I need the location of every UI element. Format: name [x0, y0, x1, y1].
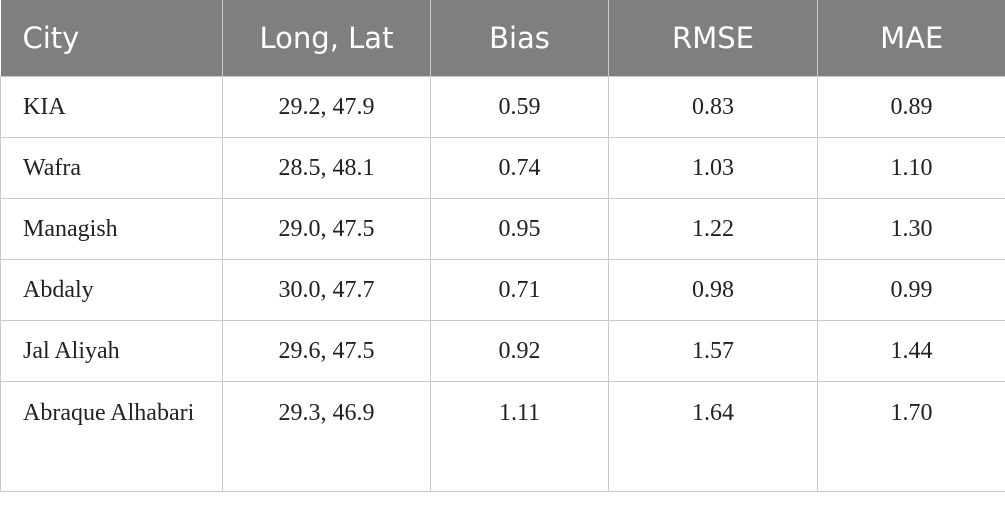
value-cell: 0.98 — [608, 259, 818, 321]
value-cell: 0.71 — [430, 259, 609, 321]
city-cell: Wafra — [0, 137, 223, 199]
value-cell: 29.3, 46.9 — [222, 381, 431, 492]
value-cell: 28.5, 48.1 — [222, 137, 431, 199]
table-row: Abraque Alhabari 29.3, 46.9 1.11 1.64 1.70 — [0, 381, 1005, 492]
table-row: Jal Aliyah 29.6, 47.5 0.92 1.57 1.44 — [0, 320, 1005, 382]
city-cell: Managish — [0, 198, 223, 260]
city-cell: Jal Aliyah — [0, 320, 223, 382]
header-row: City Long, Lat Bias RMSE MAE — [0, 0, 1005, 77]
value-cell: 0.95 — [430, 198, 609, 260]
table-row: Abdaly 30.0, 47.7 0.71 0.98 0.99 — [0, 259, 1005, 321]
column-header: Bias — [430, 0, 609, 77]
table-header: City Long, Lat Bias RMSE MAE — [0, 0, 1005, 77]
city-cell: KIA — [0, 76, 223, 138]
column-header: RMSE — [608, 0, 818, 77]
value-cell: 1.22 — [608, 198, 818, 260]
table-row: Managish 29.0, 47.5 0.95 1.22 1.30 — [0, 198, 1005, 260]
value-cell: 1.44 — [817, 320, 1005, 382]
value-cell: 1.57 — [608, 320, 818, 382]
value-cell: 1.64 — [608, 381, 818, 492]
value-cell: 0.59 — [430, 76, 609, 138]
value-cell: 29.6, 47.5 — [222, 320, 431, 382]
table-body: KIA 29.2, 47.9 0.59 0.83 0.89 Wafra 28.5, 48.1… — [0, 76, 1005, 492]
value-cell: 29.0, 47.5 — [222, 198, 431, 260]
value-cell: 30.0, 47.7 — [222, 259, 431, 321]
column-header: City — [0, 0, 223, 77]
table-row: KIA 29.2, 47.9 0.59 0.83 0.89 — [0, 76, 1005, 138]
value-cell: 0.99 — [817, 259, 1005, 321]
value-cell: 29.2, 47.9 — [222, 76, 431, 138]
value-cell: 1.03 — [608, 137, 818, 199]
city-cell: Abraque Alhabari — [0, 381, 223, 492]
city-cell: Abdaly — [0, 259, 223, 321]
value-cell: 1.30 — [817, 198, 1005, 260]
table-row: Wafra 28.5, 48.1 0.74 1.03 1.10 — [0, 137, 1005, 199]
value-cell: 0.89 — [817, 76, 1005, 138]
value-cell: 1.10 — [817, 137, 1005, 199]
value-cell: 1.70 — [817, 381, 1005, 492]
value-cell: 0.74 — [430, 137, 609, 199]
value-cell: 0.92 — [430, 320, 609, 382]
results-table: City Long, Lat Bias RMSE MAE KIA 29.2, 47.9 0.… — [0, 0, 1005, 492]
value-cell: 0.83 — [608, 76, 818, 138]
value-cell: 1.11 — [430, 381, 609, 492]
column-header: Long, Lat — [222, 0, 431, 77]
column-header: MAE — [817, 0, 1005, 77]
